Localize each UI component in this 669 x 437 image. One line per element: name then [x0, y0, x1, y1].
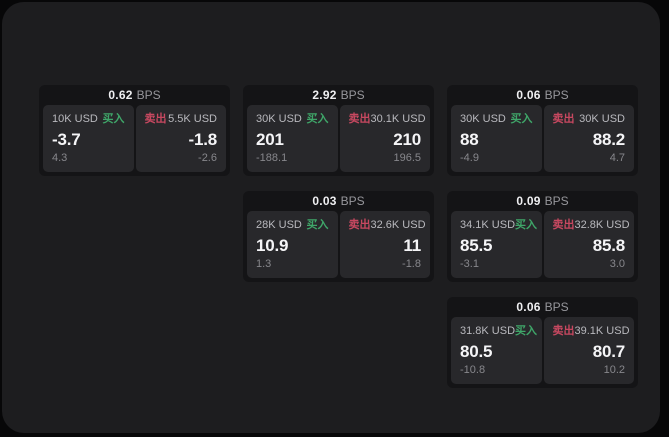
sell-amount-label: 39.1K USD: [574, 325, 630, 337]
buy-price-value: 88: [460, 129, 479, 149]
buy-amount-label: 30K USD: [256, 113, 302, 125]
buy-amount-label: 34.1K USD: [460, 219, 516, 231]
bps-value: 0.09: [516, 194, 541, 208]
buy-side-label: 买入: [102, 113, 125, 125]
buy-price-value: 10.9: [256, 235, 289, 255]
buy-change-value: 4.3: [52, 152, 68, 164]
sell-price-value: 11: [403, 235, 421, 255]
sell-tile[interactable]: 卖出 30K USD 88.2 4.7: [543, 105, 634, 172]
sell-change-value: -1.8: [402, 258, 421, 270]
bps-header: 0.06 BPS: [451, 297, 634, 317]
sell-change-value: 196.5: [393, 152, 421, 164]
buy-side-label: 买入: [306, 113, 329, 125]
bps-unit-label: BPS: [544, 88, 569, 102]
bps-value: 0.62: [108, 88, 133, 102]
sell-change-value: 10.2: [603, 364, 625, 376]
sell-change-value: -2.6: [198, 152, 217, 164]
tiles-row: 30K USD 买入 88 -4.9 卖出 30K USD 88.2 4.7: [451, 105, 634, 172]
buy-amount-label: 28K USD: [256, 219, 302, 231]
bps-header: 2.92 BPS: [247, 85, 430, 105]
sell-side-label: 卖出: [552, 219, 575, 231]
buy-change-value: -188.1: [256, 152, 288, 164]
bps-unit-label: BPS: [544, 194, 569, 208]
buy-side-label: 买入: [515, 325, 538, 337]
quote-card-2: 2.92 BPS 30K USD 买入 201 -188.1 卖出 30.1K …: [243, 85, 434, 176]
sell-tile[interactable]: 卖出 5.5K USD -1.8 -2.6: [135, 105, 226, 172]
quote-card-4: 0.03 BPS 28K USD 买入 10.9 1.3 卖出 32.6K US…: [243, 191, 434, 282]
buy-tile[interactable]: 30K USD 买入 201 -188.1: [247, 105, 338, 172]
sell-price-value: 80.7: [592, 341, 625, 361]
buy-tile[interactable]: 30K USD 买入 88 -4.9: [451, 105, 542, 172]
buy-tile[interactable]: 34.1K USD 买入 85.5 -3.1: [451, 211, 542, 278]
tiles-row: 30K USD 买入 201 -188.1 卖出 30.1K USD 210 1…: [247, 105, 430, 172]
buy-tile[interactable]: 28K USD 买入 10.9 1.3: [247, 211, 338, 278]
bps-unit-label: BPS: [340, 88, 365, 102]
quote-card-5: 0.09 BPS 34.1K USD 买入 85.5 -3.1 卖出 32.8K…: [447, 191, 638, 282]
sell-amount-label: 32.8K USD: [574, 219, 630, 231]
sell-tile[interactable]: 卖出 39.1K USD 80.7 10.2: [543, 317, 634, 384]
sell-side-label: 卖出: [552, 113, 575, 125]
bps-header: 0.09 BPS: [451, 191, 634, 211]
buy-change-value: -10.8: [460, 364, 486, 376]
tiles-row: 10K USD 买入 -3.7 4.3 卖出 5.5K USD -1.8 -2.…: [43, 105, 226, 172]
buy-price-value: -3.7: [52, 129, 81, 149]
bps-value: 0.03: [312, 194, 337, 208]
sell-side-label: 卖出: [144, 113, 167, 125]
tiles-row: 31.8K USD 买入 80.5 -10.8 卖出 39.1K USD 80.…: [451, 317, 634, 384]
quote-card-1: 0.62 BPS 10K USD 买入 -3.7 4.3 卖出 5.5K USD: [39, 85, 230, 176]
buy-side-label: 买入: [306, 219, 329, 231]
sell-tile[interactable]: 卖出 32.6K USD 11 -1.8: [339, 211, 430, 278]
sell-side-label: 卖出: [348, 113, 371, 125]
tiles-row: 34.1K USD 买入 85.5 -3.1 卖出 32.8K USD 85.8…: [451, 211, 634, 278]
sell-change-value: 3.0: [609, 258, 625, 270]
bps-unit-label: BPS: [340, 194, 365, 208]
quote-card-3: 0.06 BPS 30K USD 买入 88 -4.9 卖出 30K USD: [447, 85, 638, 176]
quotes-grid: 0.62 BPS 10K USD 买入 -3.7 4.3 卖出 5.5K USD: [39, 85, 638, 388]
bps-value: 0.06: [516, 300, 541, 314]
sell-side-label: 卖出: [348, 219, 371, 231]
quote-card-6: 0.06 BPS 31.8K USD 买入 80.5 -10.8 卖出 39.1…: [447, 297, 638, 388]
buy-tile[interactable]: 31.8K USD 买入 80.5 -10.8: [451, 317, 542, 384]
sell-tile[interactable]: 卖出 32.8K USD 85.8 3.0: [543, 211, 634, 278]
buy-price-value: 80.5: [460, 341, 493, 361]
buy-change-value: -4.9: [460, 152, 479, 164]
sell-price-value: 88.2: [592, 129, 625, 149]
bps-unit-label: BPS: [136, 88, 161, 102]
sell-amount-label: 5.5K USD: [168, 113, 217, 125]
buy-change-value: 1.3: [256, 258, 272, 270]
sell-price-value: -1.8: [188, 129, 218, 149]
bps-unit-label: BPS: [544, 300, 569, 314]
sell-amount-label: 30K USD: [579, 113, 625, 125]
sell-price-value: 85.8: [592, 235, 625, 255]
buy-side-label: 买入: [510, 113, 533, 125]
sell-amount-label: 30.1K USD: [370, 113, 426, 125]
tiles-row: 28K USD 买入 10.9 1.3 卖出 32.6K USD 11 -1.8: [247, 211, 430, 278]
sell-change-value: 4.7: [609, 152, 625, 164]
buy-side-label: 买入: [515, 219, 538, 231]
buy-change-value: -3.1: [460, 258, 479, 270]
sell-amount-label: 32.6K USD: [370, 219, 426, 231]
buy-price-value: 85.5: [460, 235, 493, 255]
buy-amount-label: 30K USD: [460, 113, 506, 125]
bps-value: 2.92: [312, 88, 337, 102]
bps-value: 0.06: [516, 88, 541, 102]
sell-side-label: 卖出: [552, 325, 575, 337]
buy-price-value: 201: [256, 129, 284, 149]
bps-header: 0.06 BPS: [451, 85, 634, 105]
buy-amount-label: 31.8K USD: [460, 325, 516, 337]
buy-tile[interactable]: 10K USD 买入 -3.7 4.3: [43, 105, 134, 172]
sell-tile[interactable]: 卖出 30.1K USD 210 196.5: [339, 105, 430, 172]
app-panel: 0.62 BPS 10K USD 买入 -3.7 4.3 卖出 5.5K USD: [2, 2, 660, 433]
bps-header: 0.03 BPS: [247, 191, 430, 211]
bps-header: 0.62 BPS: [43, 85, 226, 105]
buy-amount-label: 10K USD: [52, 113, 98, 125]
sell-price-value: 210: [393, 129, 421, 149]
